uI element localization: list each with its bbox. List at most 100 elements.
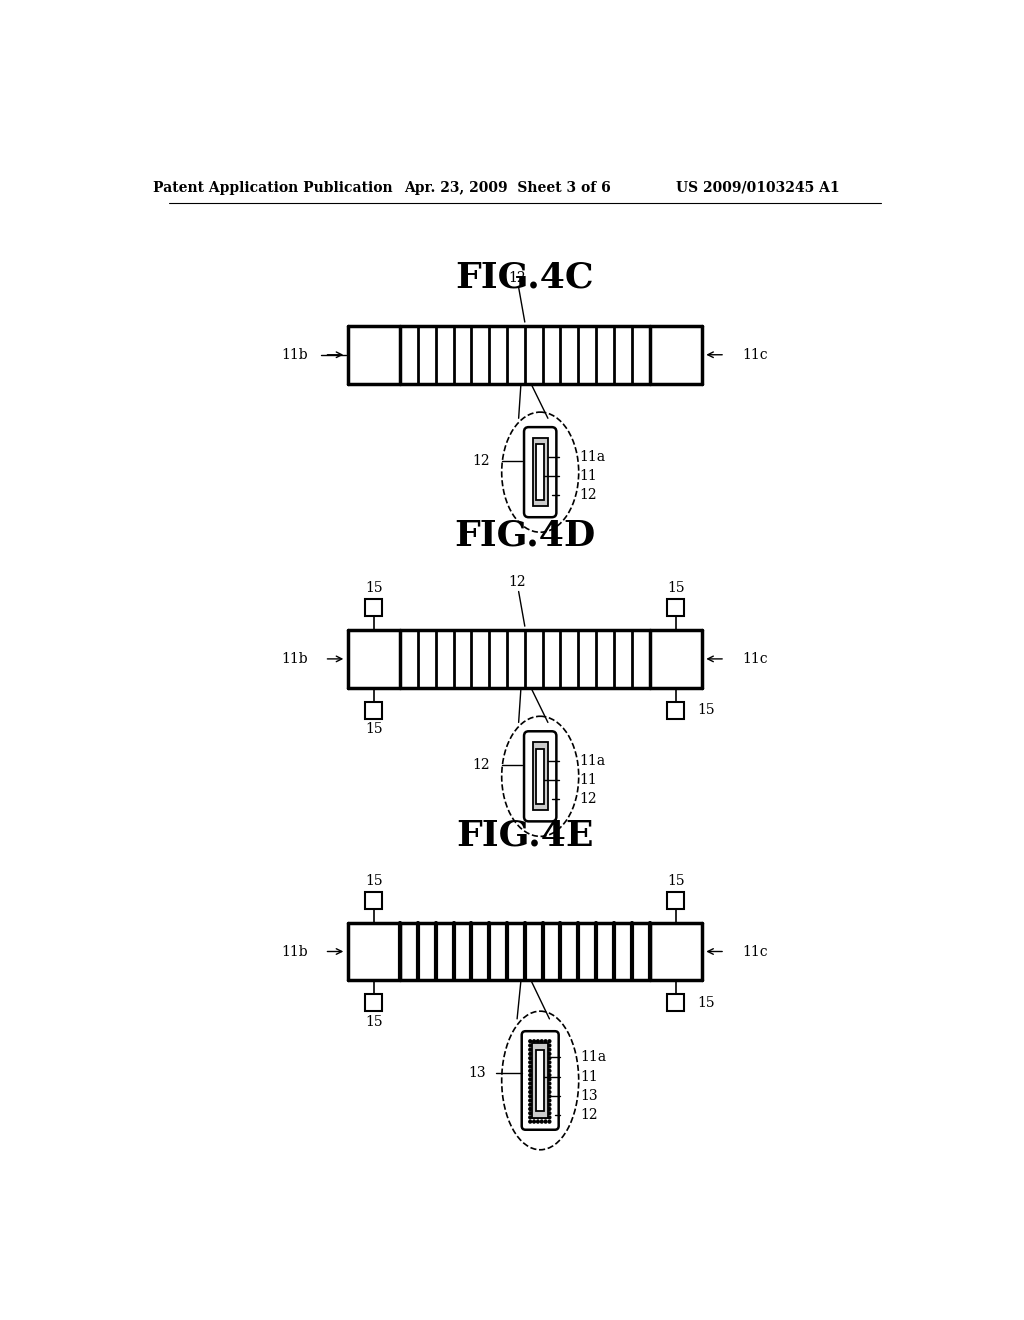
Text: FIG.4E: FIG.4E: [456, 818, 594, 853]
Text: 11c: 11c: [742, 945, 768, 958]
Circle shape: [537, 1111, 540, 1114]
Ellipse shape: [502, 717, 579, 837]
Circle shape: [528, 1057, 531, 1060]
Circle shape: [532, 1073, 536, 1077]
Circle shape: [541, 1115, 543, 1119]
Circle shape: [528, 1052, 531, 1055]
Text: 12: 12: [580, 792, 597, 807]
Circle shape: [544, 1111, 547, 1114]
Circle shape: [541, 1057, 543, 1060]
Circle shape: [532, 1111, 536, 1114]
Circle shape: [537, 1040, 540, 1043]
Circle shape: [548, 1057, 551, 1060]
Text: FIG.4D: FIG.4D: [455, 519, 595, 553]
Circle shape: [537, 1107, 540, 1110]
Circle shape: [544, 1048, 547, 1051]
Circle shape: [528, 1048, 531, 1051]
Text: 15: 15: [366, 722, 383, 737]
Circle shape: [537, 1121, 540, 1123]
Circle shape: [532, 1057, 536, 1060]
Circle shape: [532, 1090, 536, 1093]
Circle shape: [532, 1094, 536, 1098]
Circle shape: [541, 1061, 543, 1064]
Ellipse shape: [502, 412, 579, 532]
Circle shape: [537, 1115, 540, 1119]
Text: 12: 12: [581, 1107, 598, 1122]
Circle shape: [528, 1061, 531, 1064]
Text: 15: 15: [697, 704, 715, 717]
Circle shape: [548, 1107, 551, 1110]
Circle shape: [528, 1069, 531, 1072]
Circle shape: [548, 1052, 551, 1055]
Text: 12: 12: [508, 271, 526, 285]
Bar: [668, 599, 684, 616]
Circle shape: [532, 1065, 536, 1068]
Circle shape: [548, 1065, 551, 1068]
Text: 15: 15: [697, 995, 715, 1010]
Circle shape: [544, 1082, 547, 1085]
Circle shape: [532, 1044, 536, 1047]
Circle shape: [548, 1073, 551, 1077]
Circle shape: [528, 1121, 531, 1123]
Circle shape: [537, 1069, 540, 1072]
Circle shape: [537, 1086, 540, 1089]
Circle shape: [532, 1069, 536, 1072]
Circle shape: [544, 1069, 547, 1072]
Circle shape: [548, 1094, 551, 1098]
Circle shape: [532, 1078, 536, 1081]
Circle shape: [528, 1115, 531, 1119]
Circle shape: [544, 1065, 547, 1068]
Circle shape: [537, 1078, 540, 1081]
Circle shape: [541, 1048, 543, 1051]
Text: US 2009/0103245 A1: US 2009/0103245 A1: [676, 181, 840, 194]
Circle shape: [541, 1073, 543, 1077]
Circle shape: [544, 1044, 547, 1047]
Bar: [668, 702, 684, 718]
Circle shape: [537, 1090, 540, 1093]
Circle shape: [548, 1121, 551, 1123]
Circle shape: [532, 1121, 536, 1123]
Circle shape: [544, 1121, 547, 1123]
Text: 12: 12: [580, 488, 597, 503]
Circle shape: [541, 1107, 543, 1110]
Circle shape: [544, 1061, 547, 1064]
Circle shape: [548, 1104, 551, 1106]
Text: 13: 13: [581, 1089, 598, 1104]
Circle shape: [541, 1111, 543, 1114]
Circle shape: [544, 1052, 547, 1055]
Circle shape: [532, 1048, 536, 1051]
Circle shape: [544, 1057, 547, 1060]
Text: 11: 11: [581, 1069, 598, 1084]
Circle shape: [528, 1040, 531, 1043]
Circle shape: [544, 1107, 547, 1110]
Circle shape: [528, 1104, 531, 1106]
Circle shape: [544, 1104, 547, 1106]
Circle shape: [544, 1115, 547, 1119]
Circle shape: [532, 1107, 536, 1110]
Circle shape: [541, 1082, 543, 1085]
Circle shape: [532, 1104, 536, 1106]
Bar: [537, 445, 544, 500]
Text: 11: 11: [580, 774, 597, 787]
Circle shape: [537, 1073, 540, 1077]
Circle shape: [541, 1104, 543, 1106]
Circle shape: [532, 1061, 536, 1064]
Circle shape: [548, 1111, 551, 1114]
Bar: [532, 1043, 548, 1118]
Bar: [537, 748, 544, 804]
Circle shape: [544, 1073, 547, 1077]
Bar: [532, 742, 548, 810]
Text: 12: 12: [472, 758, 490, 772]
Circle shape: [532, 1040, 536, 1043]
Circle shape: [541, 1065, 543, 1068]
Bar: [668, 892, 684, 908]
Text: 11a: 11a: [580, 754, 605, 768]
Text: Apr. 23, 2009  Sheet 3 of 6: Apr. 23, 2009 Sheet 3 of 6: [404, 181, 611, 194]
Circle shape: [532, 1100, 536, 1102]
Text: 12: 12: [508, 576, 526, 589]
Circle shape: [544, 1040, 547, 1043]
Circle shape: [548, 1086, 551, 1089]
Circle shape: [548, 1048, 551, 1051]
Circle shape: [528, 1065, 531, 1068]
Circle shape: [544, 1086, 547, 1089]
